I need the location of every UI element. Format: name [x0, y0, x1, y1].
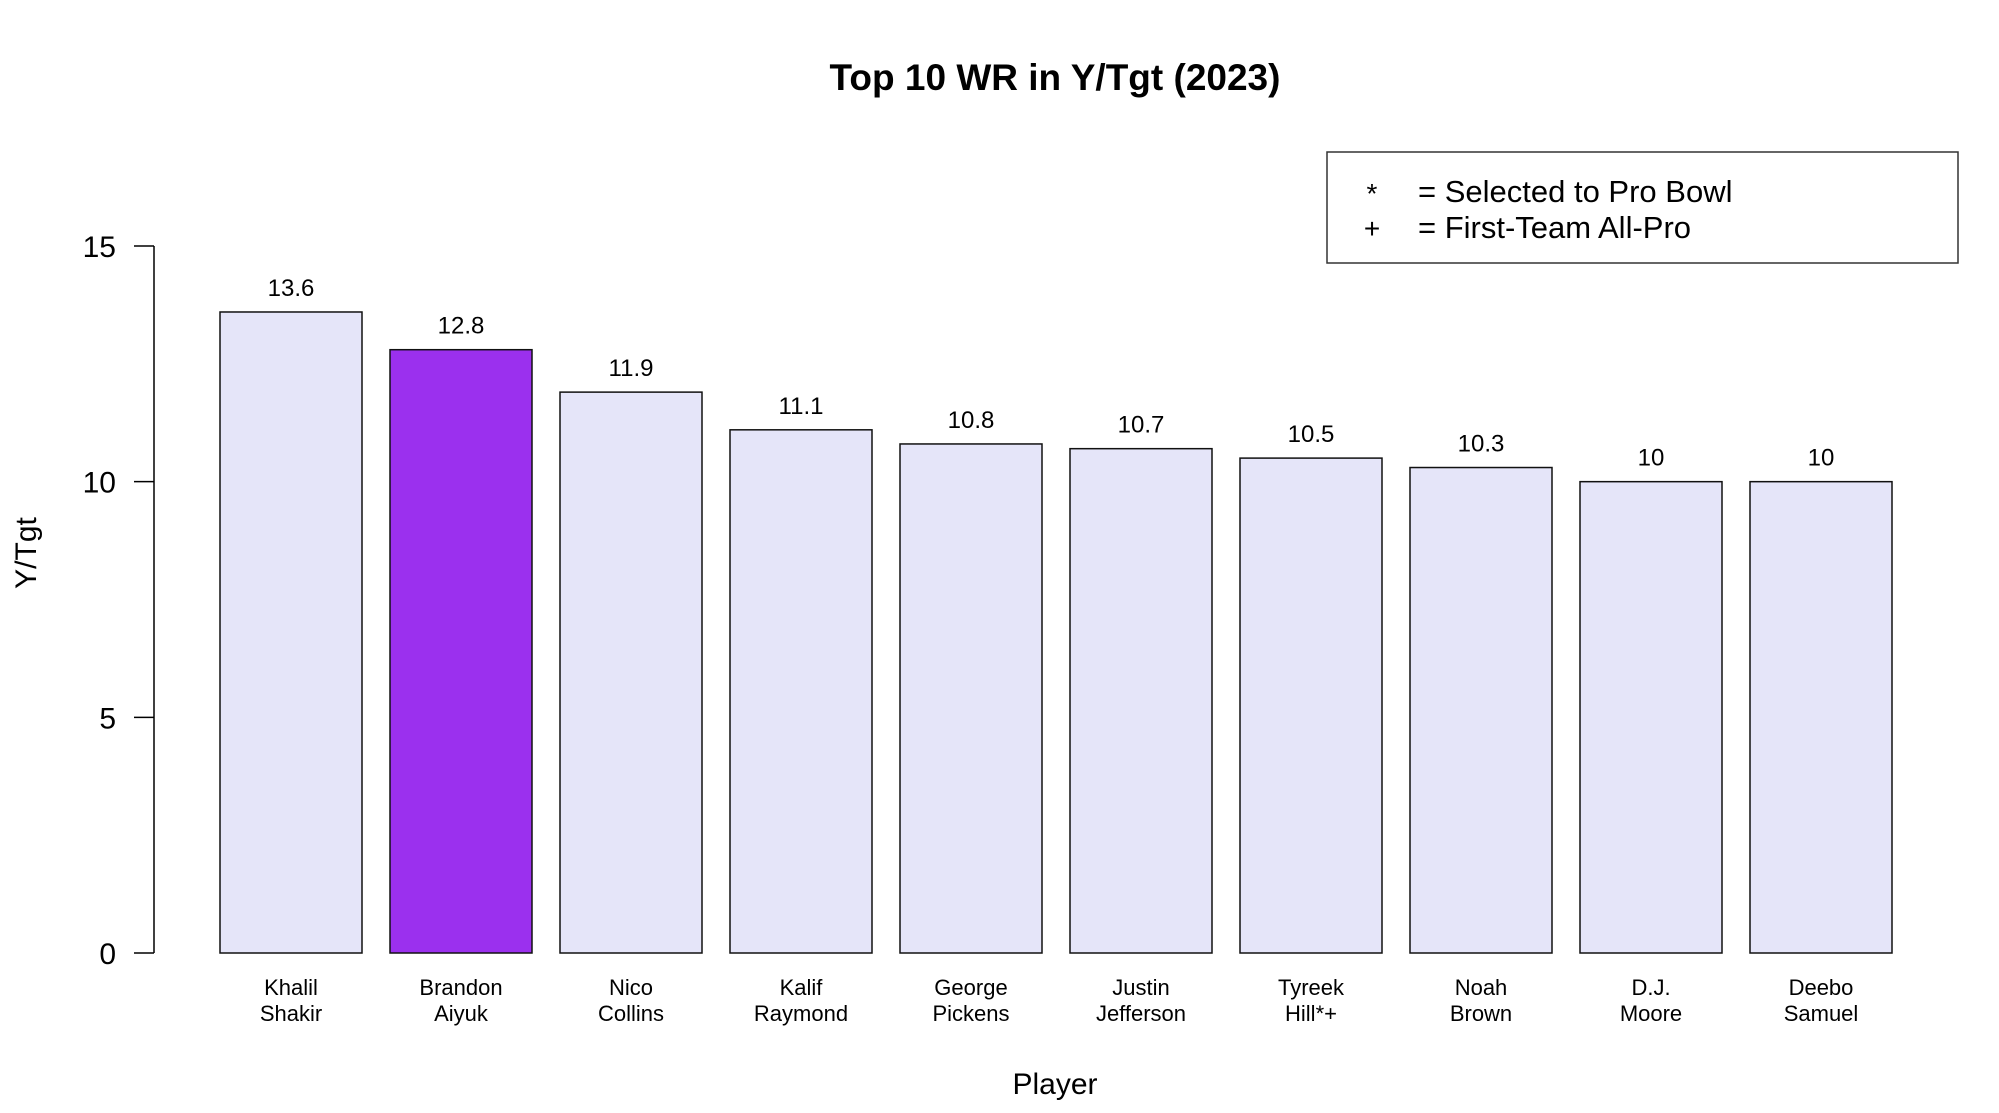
- legend-box: [1326, 151, 1959, 264]
- bar-value-label: 11.1: [779, 393, 824, 420]
- bar-value-label: 12.8: [438, 313, 485, 340]
- bar: [219, 311, 363, 954]
- bar: [1409, 466, 1553, 954]
- bar: [1579, 480, 1723, 954]
- bar-value-label: 11.9: [609, 355, 654, 382]
- x-tick-label: Justin Jefferson: [1096, 975, 1186, 1026]
- legend-symbol-all-pro: +: [1364, 213, 1380, 244]
- legend-symbol-pro-bowl: *: [1367, 178, 1378, 209]
- bar: [389, 348, 533, 954]
- bar-value-label: 10.8: [948, 407, 995, 434]
- bars: [219, 311, 1893, 954]
- bar-value-label: 10.3: [1458, 431, 1505, 458]
- y-tick-label: 0: [99, 938, 116, 971]
- x-tick-label: George Pickens: [932, 975, 1009, 1026]
- x-axis-title: Player: [1012, 1068, 1097, 1101]
- y-tick-label: 15: [83, 231, 116, 264]
- chart-title: Top 10 WR in Y/Tgt (2023): [830, 57, 1281, 98]
- bar-value-label: 13.6: [268, 275, 315, 302]
- y-tick-label: 5: [99, 702, 116, 735]
- bar: [1749, 480, 1893, 954]
- legend-text-all-pro: = First-Team All-Pro: [1418, 210, 1691, 245]
- y-axis-title: Y/Tgt: [10, 516, 43, 588]
- x-tick-label: Nico Collins: [598, 975, 664, 1026]
- y-axis: 0 5 10 15: [83, 231, 155, 971]
- bar: [1069, 447, 1213, 954]
- x-tick-label: D.J. Moore: [1620, 975, 1682, 1026]
- bar: [1239, 457, 1383, 954]
- bar-value-label: 10.7: [1118, 412, 1165, 439]
- bar: [729, 429, 873, 954]
- bar-value-label: 10: [1638, 445, 1665, 472]
- x-axis-labels: Khalil Shakir Brandon Aiyuk Nico Collins Kalif…: [260, 975, 1858, 1026]
- x-tick-label: Brandon Aiyuk: [419, 975, 502, 1026]
- legend-text-pro-bowl: = Selected to Pro Bowl: [1418, 174, 1732, 209]
- x-tick-label: Noah Brown: [1450, 975, 1512, 1026]
- bar: [899, 443, 1043, 954]
- bar-value-label: 10.5: [1288, 421, 1335, 448]
- y-tick-label: 10: [83, 467, 116, 500]
- x-tick-label: Tyreek Hill*+: [1278, 975, 1345, 1026]
- legend: * = Selected to Pro Bowl + = First-Team …: [1326, 151, 1959, 264]
- value-labels: 13.6 12.8 11.9 11.1 10.8 10.7 10.5 10.3 10 10: [268, 275, 1835, 472]
- x-tick-label: Deebo Samuel: [1784, 975, 1859, 1026]
- bar: [559, 391, 703, 954]
- bar-value-label: 10: [1808, 445, 1835, 472]
- x-tick-label: Kalif Raymond: [754, 975, 848, 1026]
- x-tick-label: Khalil Shakir: [260, 975, 322, 1026]
